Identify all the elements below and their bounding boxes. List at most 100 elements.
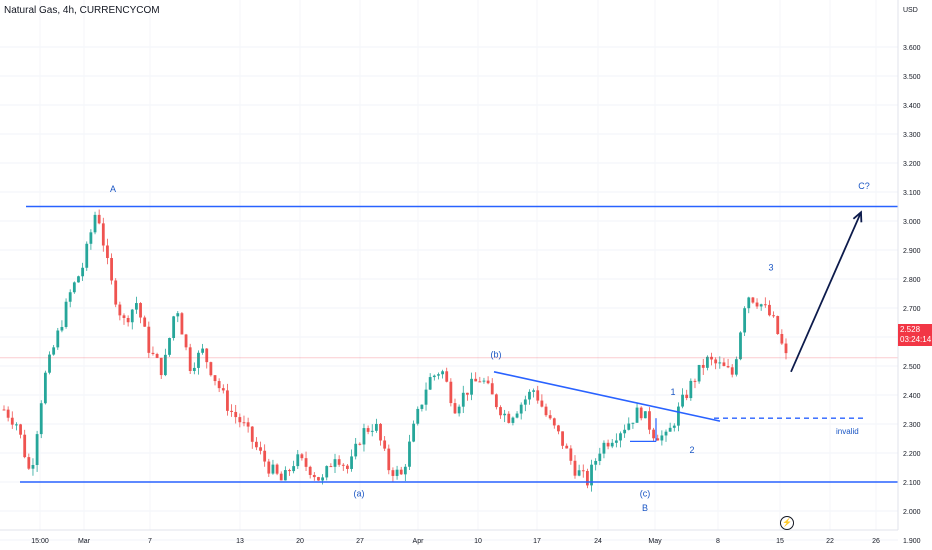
candle-body (143, 317, 147, 327)
y-tick-label: 1.900 (903, 538, 921, 545)
y-tick-label: 3.600 (903, 45, 921, 52)
price-axis-panel (898, 0, 932, 550)
candle-body (77, 276, 80, 283)
candle-body (747, 297, 751, 309)
y-tick-label: 2.800 (903, 277, 921, 284)
candle-body (780, 334, 784, 344)
candle-body (726, 366, 730, 368)
y-tick-label: 2.200 (903, 451, 921, 458)
candle-body (507, 413, 511, 423)
candle-body (536, 390, 540, 401)
candle-body (395, 469, 399, 476)
candle-body (184, 334, 188, 348)
candle-body (503, 413, 507, 416)
candle-body (383, 440, 387, 449)
candle-body (159, 357, 163, 376)
candle-body (27, 457, 31, 469)
lightning-icon[interactable]: ⚡ (780, 516, 794, 530)
candle-body (250, 426, 254, 442)
candle-body (114, 280, 118, 305)
candle-body (532, 390, 536, 392)
candle-body (234, 411, 238, 418)
x-tick-label: 7 (148, 538, 152, 545)
y-tick-label: 3.500 (903, 74, 921, 81)
candle-body (72, 282, 76, 293)
candle-body (188, 347, 192, 371)
candle-body (573, 460, 577, 476)
candle-body (81, 267, 85, 277)
candle-body (681, 394, 684, 407)
candle-body (350, 456, 353, 469)
y-tick-label: 2.500 (903, 364, 921, 371)
wave-label: A (110, 184, 116, 194)
candle-body (263, 450, 267, 462)
candle-body (267, 461, 271, 474)
candle-body (449, 381, 453, 404)
y-tick-label: 3.100 (903, 190, 921, 197)
candle-body (648, 411, 651, 430)
candle-body (511, 417, 515, 423)
candle-body (89, 232, 93, 244)
candle-body (217, 381, 221, 389)
candle-body (598, 453, 602, 461)
candle-body (528, 391, 531, 400)
candle-body (594, 460, 598, 465)
invalid-label: invalid (836, 427, 859, 436)
candle-body (39, 403, 43, 435)
candle-body (494, 394, 498, 408)
candle-body (163, 354, 167, 376)
candle-body (693, 380, 697, 382)
candle-body (354, 443, 358, 457)
candle-body (784, 343, 788, 354)
candle-body (2, 409, 6, 411)
candle-body (490, 383, 494, 395)
candle-body (623, 429, 627, 434)
candle-body (499, 407, 502, 416)
wave-label: 3 (768, 262, 773, 272)
candle-body (478, 381, 482, 383)
x-tick-label: Mar (78, 538, 91, 545)
candle-body (577, 470, 581, 476)
candle-body (308, 466, 312, 475)
x-tick-label: 15 (776, 538, 784, 545)
candle-body (180, 313, 184, 335)
candle-body (585, 470, 589, 486)
candle-body (408, 441, 411, 467)
candle-body (627, 423, 631, 430)
candle-body (660, 435, 664, 441)
wave-label: 1 (670, 387, 675, 397)
candle-body (561, 431, 564, 446)
candle-body (346, 465, 349, 469)
projection-arrow (790, 211, 862, 373)
candle-body (387, 448, 391, 471)
candle-body (677, 406, 680, 426)
x-tick-label: 20 (296, 538, 304, 545)
candle-body (254, 441, 258, 448)
candle-body (56, 330, 60, 348)
x-tick-label: 15:00 (31, 538, 49, 545)
candle-body (639, 407, 643, 419)
y-tick-label: 2.700 (903, 306, 921, 313)
x-tick-label: 24 (594, 538, 602, 545)
candle-body (759, 304, 763, 307)
x-tick-label: 26 (872, 538, 880, 545)
candle-body (60, 326, 64, 331)
candle-body (362, 428, 366, 445)
candle-body (279, 473, 283, 481)
y-tick-label: 2.100 (903, 480, 921, 487)
candle-body (176, 313, 180, 317)
candle-body (317, 477, 320, 481)
candle-body (772, 315, 775, 317)
candle-body (126, 317, 130, 323)
candle-body (10, 417, 14, 425)
current-price: 2.528 (900, 325, 921, 334)
candle-body (437, 374, 440, 376)
candle-body (552, 418, 556, 426)
candle-body (205, 348, 209, 363)
candle-body (668, 427, 672, 432)
candle-body (135, 303, 138, 310)
x-tick-label: 13 (236, 538, 244, 545)
candle-body (565, 445, 569, 449)
